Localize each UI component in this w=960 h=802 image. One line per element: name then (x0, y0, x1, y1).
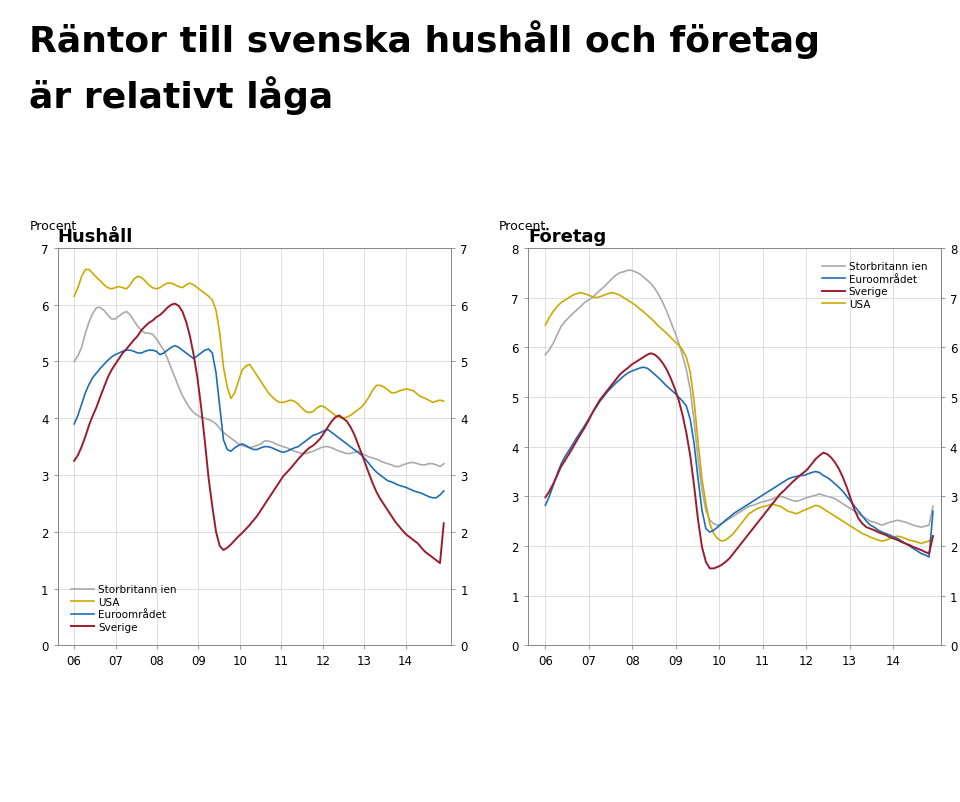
Legend: Storbritann ien, Euroområdet, Sverige, USA: Storbritann ien, Euroområdet, Sverige, U… (818, 257, 931, 314)
Text: Hushåll: Hushåll (58, 228, 133, 245)
Text: Räntor till svenska hushåll och företag: Räntor till svenska hushåll och företag (29, 20, 820, 59)
Text: Företag: Företag (528, 228, 607, 245)
Text: är relativt låga: är relativt låga (29, 76, 333, 115)
Text: Procent: Procent (30, 220, 78, 233)
Text: Procent: Procent (499, 220, 546, 233)
Text: Källor: Bank of England, ECB,
Federal Reserve och SCB: Källor: Bank of England, ECB, Federal Re… (653, 733, 819, 757)
Legend: Storbritann ien, USA, Euroområdet, Sverige: Storbritann ien, USA, Euroområdet, Sveri… (67, 581, 180, 637)
Text: Räntor till hushåll avser MFI:s räntor på nya lån med bostad som säkerhet. Ränto: Räntor till hushåll avser MFI:s räntor p… (14, 733, 499, 762)
